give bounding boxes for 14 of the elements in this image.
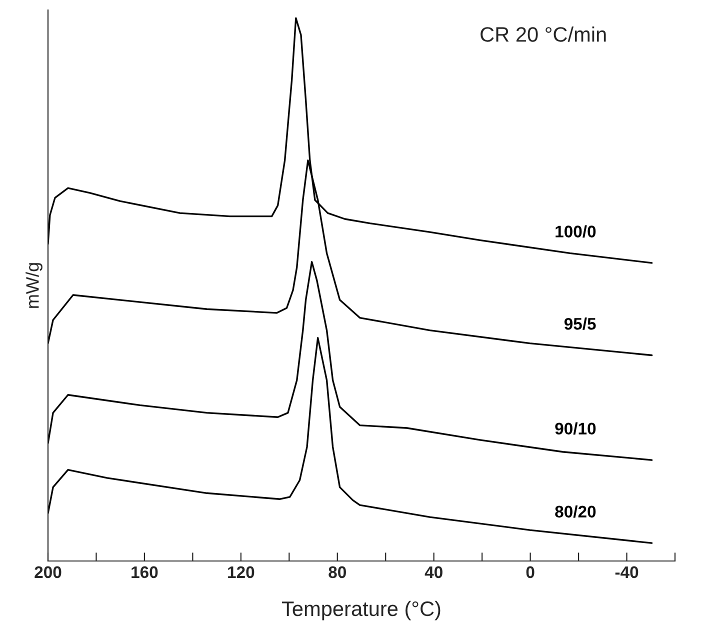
x-tick-label: 120: [228, 566, 254, 578]
series-label: 90/10: [555, 422, 596, 435]
series-label: 80/20: [555, 505, 596, 518]
x-axis-title: Temperature (°C): [282, 600, 440, 620]
x-tick-label: 80: [328, 566, 346, 578]
annotation: CR 20 °C/min: [480, 26, 606, 42]
x-tick-label: 0: [526, 566, 534, 578]
series-label: 100/0: [556, 225, 596, 238]
series-label: 95/5: [564, 318, 596, 330]
y-axis-title: mW/g: [26, 263, 42, 308]
x-tick-label: 200: [34, 566, 62, 578]
x-tick-label: -40: [615, 566, 638, 578]
x-tick-label: 40: [424, 566, 442, 578]
x-tick-label: 160: [132, 566, 158, 578]
